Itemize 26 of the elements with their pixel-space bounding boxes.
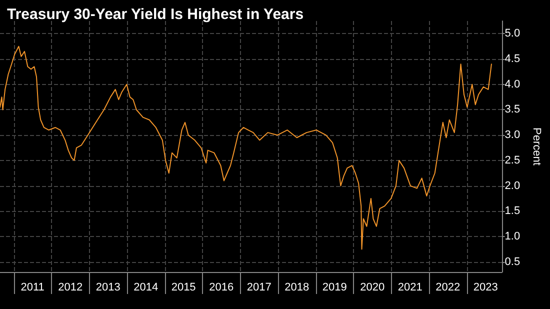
x-tick-label: 2017 (246, 282, 272, 294)
line-series (0, 46, 492, 250)
y-tick-label: 2.5 (504, 154, 520, 166)
x-tick-label: 2023 (473, 282, 498, 294)
x-tick-label: 2016 (209, 282, 234, 294)
y-tick-label: 1.0 (504, 230, 520, 243)
y-tick-label: 3.0 (504, 129, 520, 142)
chart-title: Treasury 30-Year Yield Is Highest in Years (7, 6, 304, 23)
y-tick-label: 5.0 (504, 28, 520, 40)
x-tick-label: 2011 (20, 282, 44, 294)
y-tick-label: 4.5 (504, 53, 520, 66)
x-tick-label: 2014 (134, 282, 158, 294)
x-tick-label: 2022 (436, 282, 460, 294)
x-tick-label: 2012 (58, 282, 83, 294)
y-tick-label: 4.0 (504, 78, 520, 90)
y-tick-label: 2.0 (504, 180, 520, 192)
x-tick-label: 2013 (96, 282, 120, 294)
x-tick-label: 2021 (398, 282, 422, 294)
x-tick-label: 2020 (360, 282, 385, 294)
y-tick-label: 0.5 (504, 256, 520, 268)
x-tick-label: 2018 (284, 282, 310, 294)
y-tick-label: 3.5 (504, 104, 520, 116)
x-tick-label: 2015 (171, 282, 196, 294)
x-tick-label: 2019 (322, 282, 347, 294)
y-tick-label: 1.5 (504, 205, 520, 218)
y-axis-title: Percent (530, 128, 542, 166)
